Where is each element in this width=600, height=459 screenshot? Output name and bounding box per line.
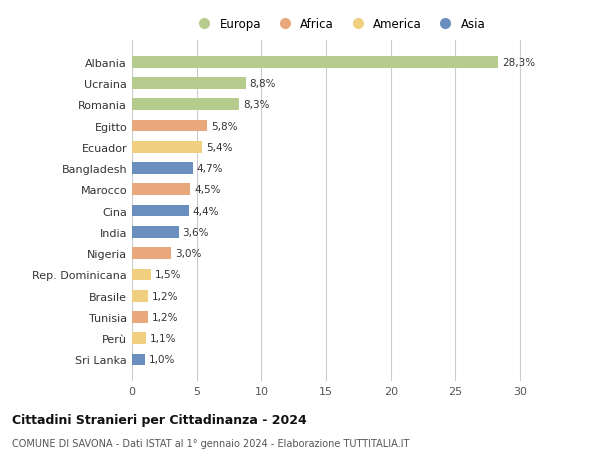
Bar (132, 163, 193, 174)
Text: Cittadini Stranieri per Cittadinanza - 2024: Cittadini Stranieri per Cittadinanza - 2… (12, 413, 307, 426)
Bar (132, 57, 498, 68)
Bar (132, 142, 202, 153)
Text: 4,4%: 4,4% (193, 206, 220, 216)
Bar (132, 311, 148, 323)
Text: COMUNE DI SAVONA - Dati ISTAT al 1° gennaio 2024 - Elaborazione TUTTITALIA.IT: COMUNE DI SAVONA - Dati ISTAT al 1° genn… (12, 438, 409, 448)
Text: 1,5%: 1,5% (155, 270, 182, 280)
Legend: Europa, Africa, America, Asia: Europa, Africa, America, Asia (188, 13, 490, 36)
Text: 8,8%: 8,8% (250, 79, 276, 89)
Bar (132, 184, 190, 196)
Bar (132, 205, 189, 217)
Text: 1,0%: 1,0% (149, 355, 175, 365)
Bar (132, 78, 246, 90)
Bar (132, 227, 179, 238)
Bar (132, 333, 146, 344)
Text: 1,2%: 1,2% (151, 291, 178, 301)
Text: 1,1%: 1,1% (150, 334, 176, 343)
Text: 5,8%: 5,8% (211, 121, 238, 131)
Text: 5,4%: 5,4% (206, 142, 232, 152)
Bar (132, 99, 239, 111)
Text: 4,7%: 4,7% (197, 164, 223, 174)
Text: 28,3%: 28,3% (502, 57, 535, 67)
Bar (132, 290, 148, 302)
Bar (132, 269, 151, 280)
Bar (132, 354, 145, 365)
Bar (132, 248, 171, 259)
Text: 3,6%: 3,6% (182, 227, 209, 237)
Bar (132, 120, 207, 132)
Text: 8,3%: 8,3% (243, 100, 270, 110)
Text: 1,2%: 1,2% (151, 312, 178, 322)
Text: 4,5%: 4,5% (194, 185, 221, 195)
Text: 3,0%: 3,0% (175, 249, 201, 258)
